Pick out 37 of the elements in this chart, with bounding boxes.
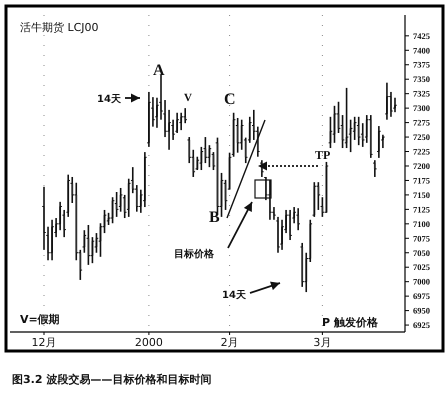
- y-tick-label: 7100: [413, 218, 430, 229]
- y-tick-label: 7225: [413, 146, 430, 157]
- y-tick-label: 6925: [413, 320, 430, 330]
- x-tick-label: 2000: [134, 336, 163, 349]
- y-tick-label: 7000: [413, 276, 430, 287]
- annotation: V=假期: [20, 313, 60, 326]
- y-tick-label: 7400: [413, 45, 430, 56]
- y-tick-label: 7125: [413, 204, 430, 214]
- annotation: C: [224, 91, 236, 108]
- y-tick-label: 7275: [413, 118, 430, 128]
- x-tick-label: 3月: [313, 336, 332, 349]
- x-tick-label: 12月: [32, 336, 56, 349]
- y-tick-label: 7075: [413, 233, 430, 244]
- annotation: 目标价格: [174, 248, 215, 260]
- caption: 图3.2 波段交易——目标价格和目标时间: [12, 373, 212, 386]
- y-tick-label: 7200: [413, 160, 430, 171]
- y-tick-label: 7050: [413, 248, 430, 258]
- x-tick-label: 2月: [220, 336, 239, 349]
- y-tick-label: 6975: [413, 291, 430, 302]
- y-tick-label: 7175: [413, 175, 430, 186]
- annotation: 14天: [222, 289, 247, 301]
- y-tick-label: 7025: [413, 262, 430, 272]
- y-tick-label: 7325: [413, 88, 430, 99]
- y-tick-label: 7150: [413, 190, 430, 200]
- y-tick-label: 7375: [413, 60, 430, 70]
- annotation: TP: [315, 148, 330, 162]
- y-tick-label: 7425: [413, 30, 430, 41]
- annotation: B: [209, 209, 220, 226]
- annotation: P 触发价格: [322, 316, 379, 329]
- y-tick-label: 7350: [413, 74, 430, 84]
- y-tick-label: 7300: [413, 103, 430, 114]
- annotation: A: [153, 62, 165, 79]
- annotation: V: [184, 92, 192, 104]
- y-tick-label: 6950: [413, 306, 430, 316]
- text: 活牛期货 LCJ00: [20, 21, 99, 34]
- y-tick-label: 7250: [413, 132, 430, 142]
- annotation: 14天: [97, 93, 122, 105]
